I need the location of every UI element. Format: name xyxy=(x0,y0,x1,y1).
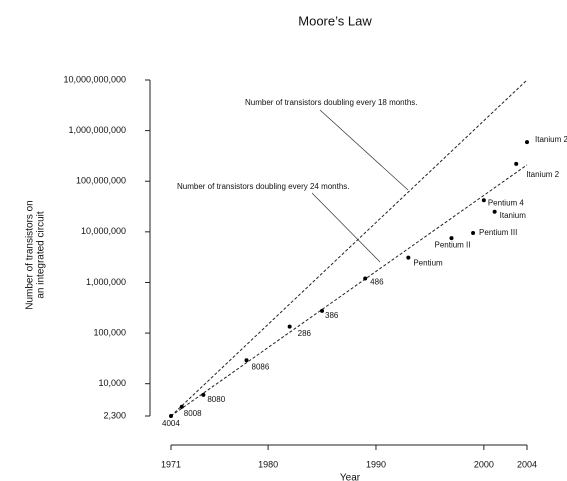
data-point xyxy=(169,414,173,418)
y-tick-label: 10,000,000,000 xyxy=(63,74,126,84)
x-tick-label: 2000 xyxy=(474,459,494,469)
point-label: Pentium II xyxy=(434,240,470,249)
annotation-leader xyxy=(319,109,409,191)
data-point xyxy=(287,324,292,329)
data-point xyxy=(244,358,249,363)
y-tick-label: 1,000,000,000 xyxy=(68,125,126,135)
y-tick-label: 10,000 xyxy=(98,378,126,388)
data-point xyxy=(406,255,411,260)
point-label: 8080 xyxy=(207,395,225,404)
x-tick-label: 1980 xyxy=(258,459,278,469)
data-point xyxy=(481,198,486,203)
y-axis-label: an integrated circuit xyxy=(36,211,47,298)
x-axis-label: Year xyxy=(340,473,361,481)
y-tick-label: 100,000 xyxy=(93,327,126,337)
point-label: Pentium III xyxy=(479,228,517,237)
x-tick-label: 2004 xyxy=(517,459,537,469)
data-point xyxy=(525,140,529,145)
data-point xyxy=(471,230,476,235)
point-label: Itanium 2 (9 MB cache) xyxy=(535,135,567,144)
annotation: Number of transistors doubling every 24 … xyxy=(177,182,350,191)
point-label: Itanium 2 xyxy=(526,170,559,179)
y-tick-label: 10,000,000 xyxy=(81,226,126,236)
y-tick-label: 1,000,000 xyxy=(86,277,126,287)
data-point xyxy=(449,236,454,241)
y-axis-label: Number of transistors on xyxy=(25,200,36,310)
point-label: Pentium xyxy=(413,259,443,268)
point-label: 486 xyxy=(370,278,384,287)
y-tick-label: 100,000,000 xyxy=(76,176,126,186)
y-tick-label: 2,300 xyxy=(103,410,126,420)
annotation-leader xyxy=(311,192,381,263)
point-label: 286 xyxy=(298,329,312,338)
data-point xyxy=(514,161,519,166)
point-label: 8008 xyxy=(184,409,202,418)
x-tick-label: 1971 xyxy=(161,459,181,469)
x-tick-label: 1990 xyxy=(366,459,386,469)
chart-title: Moore’s Law xyxy=(298,13,372,28)
data-point xyxy=(320,308,325,313)
data-point xyxy=(201,392,206,397)
point-label: Pentium 4 xyxy=(488,198,525,207)
data-point xyxy=(179,404,184,409)
point-label: Itanium xyxy=(500,211,527,220)
trend-line xyxy=(170,164,528,417)
data-point xyxy=(363,276,368,281)
point-label: 8086 xyxy=(252,362,270,371)
trend-line xyxy=(170,79,528,417)
data-point xyxy=(492,209,497,214)
point-label: 4004 xyxy=(162,419,180,428)
point-label: 386 xyxy=(325,311,339,320)
annotation: Number of transistors doubling every 18 … xyxy=(245,98,418,107)
